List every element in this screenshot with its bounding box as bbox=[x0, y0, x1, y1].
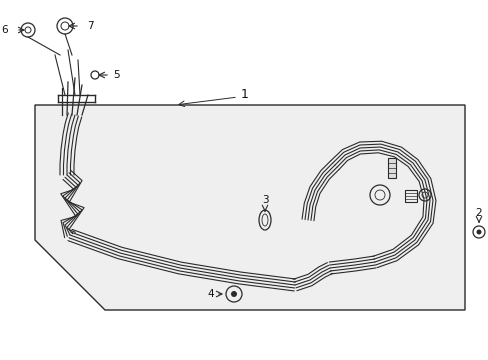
Bar bbox=[404, 190, 416, 202]
Text: 5: 5 bbox=[113, 70, 120, 80]
Circle shape bbox=[475, 230, 481, 234]
Text: 6: 6 bbox=[1, 25, 8, 35]
Bar bbox=[387, 158, 395, 178]
Polygon shape bbox=[35, 105, 464, 310]
Text: 3: 3 bbox=[261, 195, 268, 205]
Text: 1: 1 bbox=[241, 89, 248, 102]
Circle shape bbox=[230, 291, 237, 297]
Text: 4: 4 bbox=[207, 289, 214, 299]
Text: 7: 7 bbox=[87, 21, 93, 31]
Text: 2: 2 bbox=[475, 208, 481, 218]
